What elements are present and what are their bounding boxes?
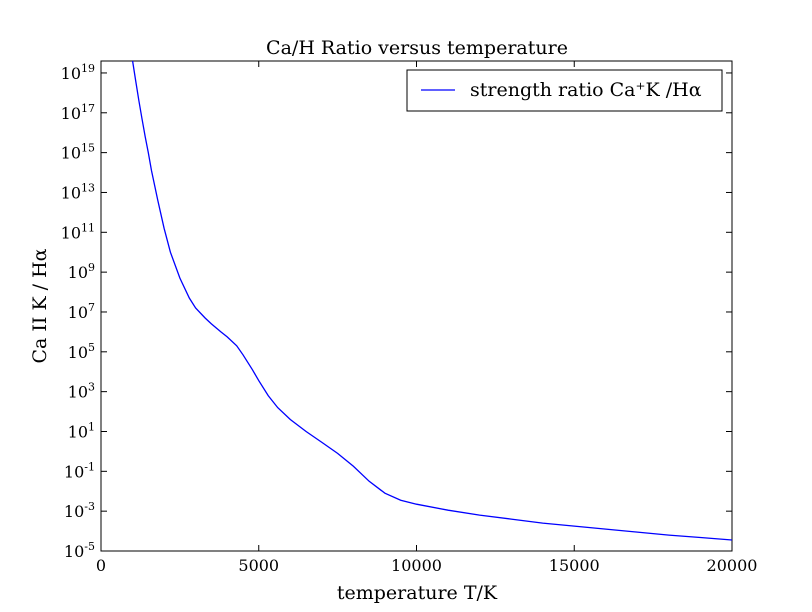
x-tick-label: 20000 xyxy=(707,556,758,575)
y-axis-label: Ca II K / Hα xyxy=(29,248,51,363)
legend-label: strength ratio Ca⁺K /Hα xyxy=(470,79,702,101)
y-tick-label: 10-3 xyxy=(64,500,95,521)
y-tick-label: 10-1 xyxy=(64,460,95,481)
x-tick-label: 15000 xyxy=(549,556,600,575)
y-tick-label: 103 xyxy=(68,381,95,402)
plot-area xyxy=(100,60,733,552)
y-tick-label: 1015 xyxy=(61,142,95,163)
y-tick-label: 1013 xyxy=(61,181,95,202)
y-tick-label: 10-5 xyxy=(64,540,95,561)
y-tick-label: 1011 xyxy=(61,221,95,242)
chart-title: Ca/H Ratio versus temperature xyxy=(266,37,568,59)
y-tick-label: 105 xyxy=(68,341,95,362)
legend-box xyxy=(406,69,723,112)
series-line-ca-h-ratio xyxy=(131,60,733,541)
x-axis-ticks: 0 5000 10000 15000 20000 xyxy=(96,61,758,575)
x-tick-label: 10000 xyxy=(391,556,442,575)
y-tick-label: 107 xyxy=(68,301,95,322)
y-tick-label: 101 xyxy=(68,420,95,441)
x-tick-label: 0 xyxy=(96,556,106,575)
legend: strength ratio Ca⁺K /Hα xyxy=(406,69,723,112)
x-tick-label: 5000 xyxy=(238,556,279,575)
y-axis-ticks: 10-5 10-3 10-1 101 103 105 107 109 1011 1013 1015 1… xyxy=(61,62,732,561)
y-tick-label: 1019 xyxy=(61,62,95,83)
y-tick-label: 109 xyxy=(68,261,95,282)
y-tick-label: 1017 xyxy=(61,102,95,123)
x-axis-label: temperature T/K xyxy=(337,582,498,604)
